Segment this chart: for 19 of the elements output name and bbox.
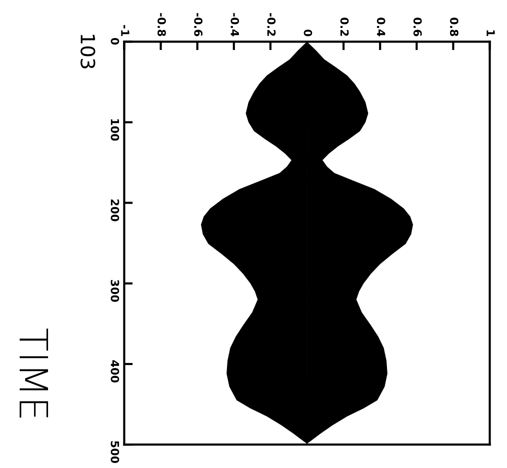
y-tick-label: 300 <box>110 280 120 302</box>
x-tick-label: 0 <box>304 30 312 36</box>
x-tick-label: -0.8 <box>158 13 166 36</box>
x-tick-label: 1 <box>486 30 495 36</box>
x-tick-label: 0.2 <box>340 18 349 36</box>
y-tick-label: 400 <box>110 360 120 382</box>
x-tick-label: 0.6 <box>413 18 422 36</box>
chart-title: 103 <box>80 34 96 68</box>
x-tick-label: -0.6 <box>194 13 203 36</box>
x-tick-label: -0.2 <box>267 13 276 36</box>
y-tick-label: 500 <box>110 441 120 464</box>
x-tick-label: -0.4 <box>230 13 240 36</box>
x-tick-label: 0.4 <box>376 18 386 36</box>
x-tick-label: 0.8 <box>450 18 458 36</box>
y-axis-title: TIME <box>20 328 48 418</box>
x-tick-label: -1 <box>121 25 130 36</box>
y-tick-label: 100 <box>110 119 120 141</box>
y-tick-label: 0 <box>110 38 120 45</box>
y-tick-label: 200 <box>110 199 120 222</box>
